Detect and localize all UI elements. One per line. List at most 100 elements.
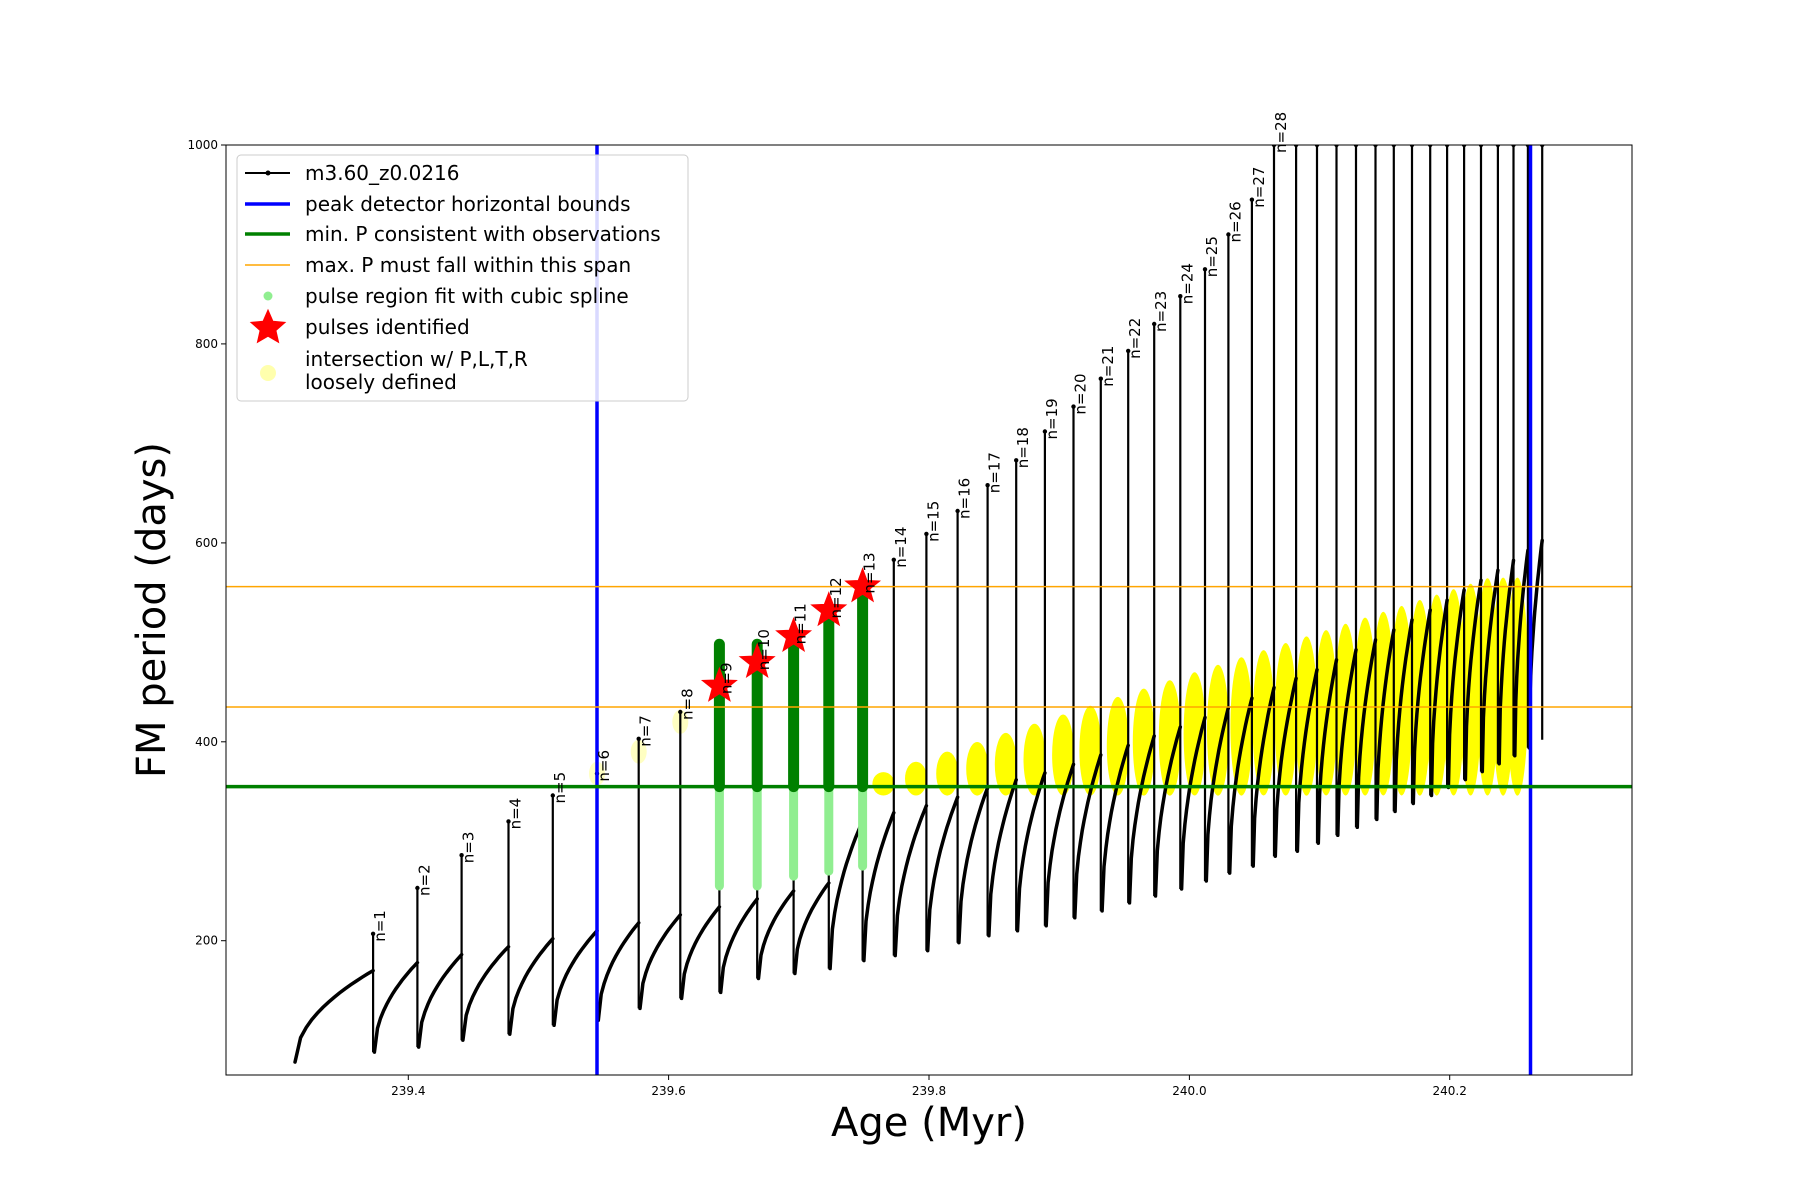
pulse-label: n=6 xyxy=(595,750,613,782)
intersection-marker xyxy=(905,761,927,796)
cycle-curve xyxy=(893,803,929,958)
intersection-marker xyxy=(936,751,959,796)
pulse-peak-point xyxy=(415,885,420,891)
pulse-peak-point xyxy=(891,557,896,562)
pulse-label: n=3 xyxy=(460,832,478,864)
pulse-peak-point xyxy=(1152,321,1157,327)
pulse-label: n=12 xyxy=(827,577,845,618)
pulse-peak-point xyxy=(1428,145,1433,148)
legend-item-bounds: peak detector horizontal bounds xyxy=(245,192,631,216)
cycle-curve xyxy=(508,936,555,1036)
cycle-curve xyxy=(1073,753,1103,920)
legend: m3.60_z0.0216 peak detector horizontal b… xyxy=(236,154,689,402)
pulse-label: n=22 xyxy=(1126,318,1144,359)
intersection-marker xyxy=(994,732,1017,796)
cycle-curve xyxy=(1497,558,1516,766)
cycle-curve xyxy=(987,778,1018,938)
pulse-label: n=28 xyxy=(1272,112,1290,153)
intersection-marker xyxy=(966,742,989,796)
x-tick-label: 239.6 xyxy=(651,1084,685,1098)
cycle-curve xyxy=(1153,725,1183,898)
cycle-curve xyxy=(372,960,420,1054)
y-tick-label: 1000 xyxy=(187,138,218,152)
pulse-peak-point xyxy=(1226,232,1231,237)
legend-label-spline: pulse region fit with cubic spline xyxy=(305,284,629,308)
pulse-label: n=9 xyxy=(717,662,735,694)
pulse-label: n=19 xyxy=(1043,398,1061,439)
cycle-curve xyxy=(1480,568,1500,774)
cycle-curve xyxy=(718,897,759,995)
cycle-curve xyxy=(461,944,511,1042)
x-tick-label: 240.2 xyxy=(1433,1084,1467,1098)
pulse-star xyxy=(844,567,882,603)
intersection-marker xyxy=(872,772,895,796)
intersection-marker xyxy=(1052,714,1075,796)
pulse-peak-point xyxy=(1271,145,1277,148)
pulse-label: n=10 xyxy=(755,629,773,670)
legend-label-max-period: max. P must fall within this span xyxy=(305,253,631,277)
pulse-star xyxy=(738,642,776,678)
cycle-curve xyxy=(1429,598,1449,798)
pulse-label: n=20 xyxy=(1072,373,1090,414)
cycle-curve xyxy=(1179,715,1207,891)
intersection-marker xyxy=(1252,650,1275,796)
pulse-peak-point xyxy=(1071,404,1076,409)
legend-label-pulses: pulses identified xyxy=(305,315,470,339)
cycle-curve xyxy=(596,921,641,1023)
pulse-peak-point xyxy=(924,531,929,537)
intersection-marker xyxy=(1106,696,1129,796)
pulse-peak-point xyxy=(1314,145,1320,148)
pulse-label: n=26 xyxy=(1226,201,1244,242)
cycle-curve xyxy=(925,795,960,953)
pulse-peak-point xyxy=(1014,458,1019,463)
model-period-curve xyxy=(293,145,1545,1064)
legend-item-pulses: pulses identified xyxy=(249,308,470,344)
pulse-peak-point xyxy=(1409,145,1415,148)
pulse-peak-point xyxy=(370,931,376,936)
intersection-marker xyxy=(1183,672,1206,796)
cycle-curve xyxy=(1015,771,1047,933)
pulse-peak-point xyxy=(506,819,511,824)
pulse-label: n=14 xyxy=(892,527,910,568)
pulse-peak-point xyxy=(1202,267,1208,272)
axis-ticks: 239.4 239.6 239.8 240.0 240.2 200 400 600 800 100… xyxy=(187,138,1466,1098)
pulse-peak-point xyxy=(955,508,960,514)
cycle-curve xyxy=(638,913,683,1011)
pulse-peak-point xyxy=(1334,145,1339,148)
cycle-curve xyxy=(1411,608,1432,806)
pulse-star xyxy=(810,591,848,627)
y-tick-label: 200 xyxy=(195,934,218,948)
x-axis-label: Age (Myr) xyxy=(831,1100,1027,1146)
intersection-marker xyxy=(1158,680,1181,796)
intersection-marker xyxy=(1230,657,1253,796)
cycle-curve xyxy=(1393,618,1414,814)
cycle-curve xyxy=(416,952,464,1049)
cycle-curve xyxy=(1044,762,1076,928)
pulse-label: n=17 xyxy=(986,452,1004,493)
pulse-peak-point xyxy=(1511,145,1516,148)
legend-label-intersection: intersection w/ P,L,T,R xyxy=(305,347,528,371)
pulse-peak-point xyxy=(636,736,641,741)
cycle-curve xyxy=(1375,628,1396,822)
pulse-peak-point xyxy=(1461,145,1467,148)
pulse-label: n=13 xyxy=(861,552,879,593)
pulse-label: n=15 xyxy=(924,501,942,542)
intersection-marker xyxy=(1207,664,1229,796)
cycle-curve xyxy=(293,968,375,1064)
pulse-peak-point xyxy=(1373,145,1378,148)
cycle-curve xyxy=(1336,648,1358,838)
cycle-curve xyxy=(1227,696,1254,875)
pulse-peak-point xyxy=(1042,429,1048,434)
pulse-peak-point xyxy=(1391,145,1396,148)
pulse-label: n=2 xyxy=(415,864,433,896)
legend-star-icon xyxy=(249,308,287,344)
pulse-peak-point xyxy=(678,709,683,715)
cycle-curve xyxy=(1273,676,1298,858)
pulse-peak-point xyxy=(550,793,555,798)
y-tick-label: 800 xyxy=(195,337,218,351)
y-tick-label: 600 xyxy=(195,536,218,550)
cycle-curve xyxy=(1251,685,1276,868)
pulse-label: n=11 xyxy=(792,603,810,644)
legend-item-model: m3.60_z0.0216 xyxy=(245,161,460,185)
